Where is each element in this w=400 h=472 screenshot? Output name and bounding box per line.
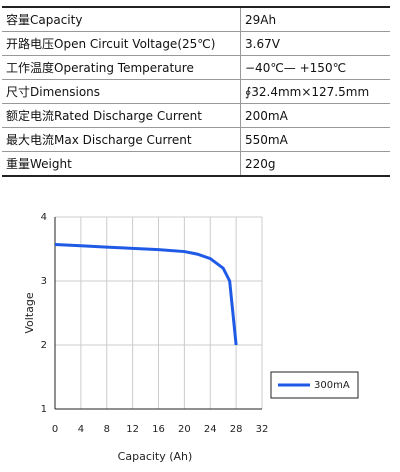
- legend-label: 300mA: [314, 380, 350, 391]
- spec-name: 尺寸Dimensions: [2, 79, 241, 104]
- spec-value: ∮32.4mm×127.5mm: [240, 79, 390, 104]
- x-tick-label: 4: [78, 424, 84, 435]
- y-tick-label: 3: [41, 276, 47, 287]
- x-tick-label: 12: [126, 424, 139, 435]
- spec-name: 容量Capacity: [2, 7, 241, 32]
- spec-name: 开路电压Open Circuit Voltage(25℃): [2, 31, 241, 56]
- spec-value: 550mA: [240, 127, 390, 152]
- x-axis-label: Capacity (Ah): [118, 450, 193, 463]
- x-tick-label: 8: [104, 424, 110, 435]
- y-tick-label: 1: [41, 404, 47, 415]
- table-row: 开路电压Open Circuit Voltage(25℃) 3.67V: [2, 31, 390, 56]
- x-tick-label: 32: [256, 424, 269, 435]
- table-row: 容量Capacity 29Ah: [2, 7, 390, 32]
- y-axis-label: Voltage: [23, 292, 36, 333]
- x-tick-label: 28: [230, 424, 243, 435]
- spec-name: 重量Weight: [2, 151, 241, 177]
- spec-value: 3.67V: [240, 31, 390, 56]
- spec-value: 200mA: [240, 103, 390, 128]
- y-tick-label: 4: [41, 212, 47, 223]
- x-tick-label: 0: [52, 424, 58, 435]
- spec-value: 29Ah: [240, 7, 390, 32]
- spec-value: 220g: [240, 151, 390, 177]
- series-line: [54, 243, 238, 346]
- x-tick-label: 20: [178, 424, 191, 435]
- x-tick-label: 24: [204, 424, 217, 435]
- spec-name: 工作温度Operating Temperature: [2, 55, 241, 80]
- spec-name: 额定电流Rated Discharge Current: [2, 103, 241, 128]
- table-row: 工作温度Operating Temperature −40℃— +150℃: [2, 55, 390, 80]
- table-row: 尺寸Dimensions ∮32.4mm×127.5mm: [2, 79, 390, 104]
- table-body: 容量Capacity 29Ah 开路电压Open Circuit Voltage(2…: [2, 7, 390, 177]
- spec-table: 容量Capacity 29Ah 开路电压Open Circuit Voltage(2…: [2, 6, 390, 177]
- table-row: 额定电流Rated Discharge Current 200mA: [2, 103, 390, 128]
- x-tick-label: 16: [152, 424, 165, 435]
- spec-name: 最大电流Max Discharge Current: [2, 127, 241, 152]
- table-row: 重量Weight 220g: [2, 151, 390, 177]
- y-tick-label: 2: [41, 340, 47, 351]
- spec-value: −40℃— +150℃: [240, 55, 390, 80]
- table-row: 最大电流Max Discharge Current 550mA: [2, 127, 390, 152]
